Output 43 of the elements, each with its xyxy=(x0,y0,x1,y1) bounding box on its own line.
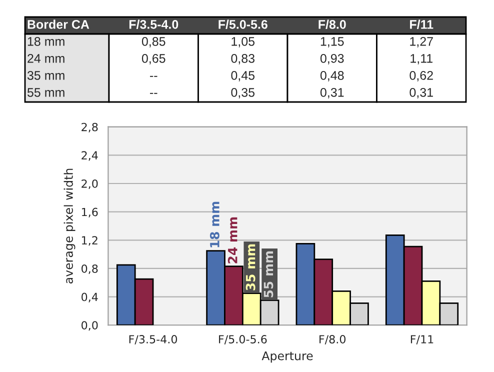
y-tick-label: 0,4 xyxy=(82,292,98,302)
data-label: 0,48 xyxy=(320,71,344,82)
text: 35 mm xyxy=(246,244,256,290)
legend-title: Border CA xyxy=(28,20,90,29)
data-label: 0,31 xyxy=(320,88,344,98)
data-label: 0,83 xyxy=(231,54,254,64)
x-axis-title: Aperture xyxy=(262,352,313,363)
data-label: 0,35 xyxy=(231,88,255,98)
y-tick-label: 2,0 xyxy=(82,179,98,190)
y-tick-label: 1,2 xyxy=(82,236,98,246)
data-label: 1,15 xyxy=(320,37,344,48)
category-label: F/8.0 xyxy=(318,20,346,29)
x-tick-label: F/5.0-5.6 xyxy=(219,335,267,344)
text: -- xyxy=(150,92,158,94)
data-label: 1,27 xyxy=(410,37,433,48)
y-tick-label: 0,8 xyxy=(82,264,98,274)
data-label: 0,31 xyxy=(410,88,433,98)
y-tick-label: 2,8 xyxy=(82,122,98,132)
data-label: 0,65 xyxy=(142,54,166,64)
text: 24 mm xyxy=(28,54,64,63)
text: 55 mm xyxy=(264,251,274,298)
text: 55 mm xyxy=(27,88,64,97)
data-label: 0,62 xyxy=(410,71,433,82)
category-label: F/5.0-5.6 xyxy=(218,20,268,29)
text: 18 mm xyxy=(28,37,64,46)
data-label: 0,93 xyxy=(320,54,344,64)
data-label: 1,05 xyxy=(232,37,255,48)
category-label: F/11 xyxy=(410,20,434,29)
text: 35 mm xyxy=(27,71,64,80)
category-label: F/3.5-4.0 xyxy=(129,20,178,29)
data-label: 0,45 xyxy=(231,71,255,82)
text: 18 mm xyxy=(210,202,220,248)
text: -- xyxy=(150,76,158,77)
data-label: 1,11 xyxy=(410,54,432,64)
y-tick-label: 0,0 xyxy=(82,321,98,331)
text: 24 mm xyxy=(228,217,238,264)
x-tick-label: F/3.5-4.0 xyxy=(129,335,178,344)
x-tick-label: F/11 xyxy=(410,335,434,344)
y-axis-title: average pixel width xyxy=(64,168,76,284)
y-tick-label: 2,4 xyxy=(82,151,98,161)
y-tick-label: 1,6 xyxy=(82,208,98,218)
data-label: 0,85 xyxy=(142,37,166,48)
x-tick-label: F/8.0 xyxy=(320,335,346,344)
